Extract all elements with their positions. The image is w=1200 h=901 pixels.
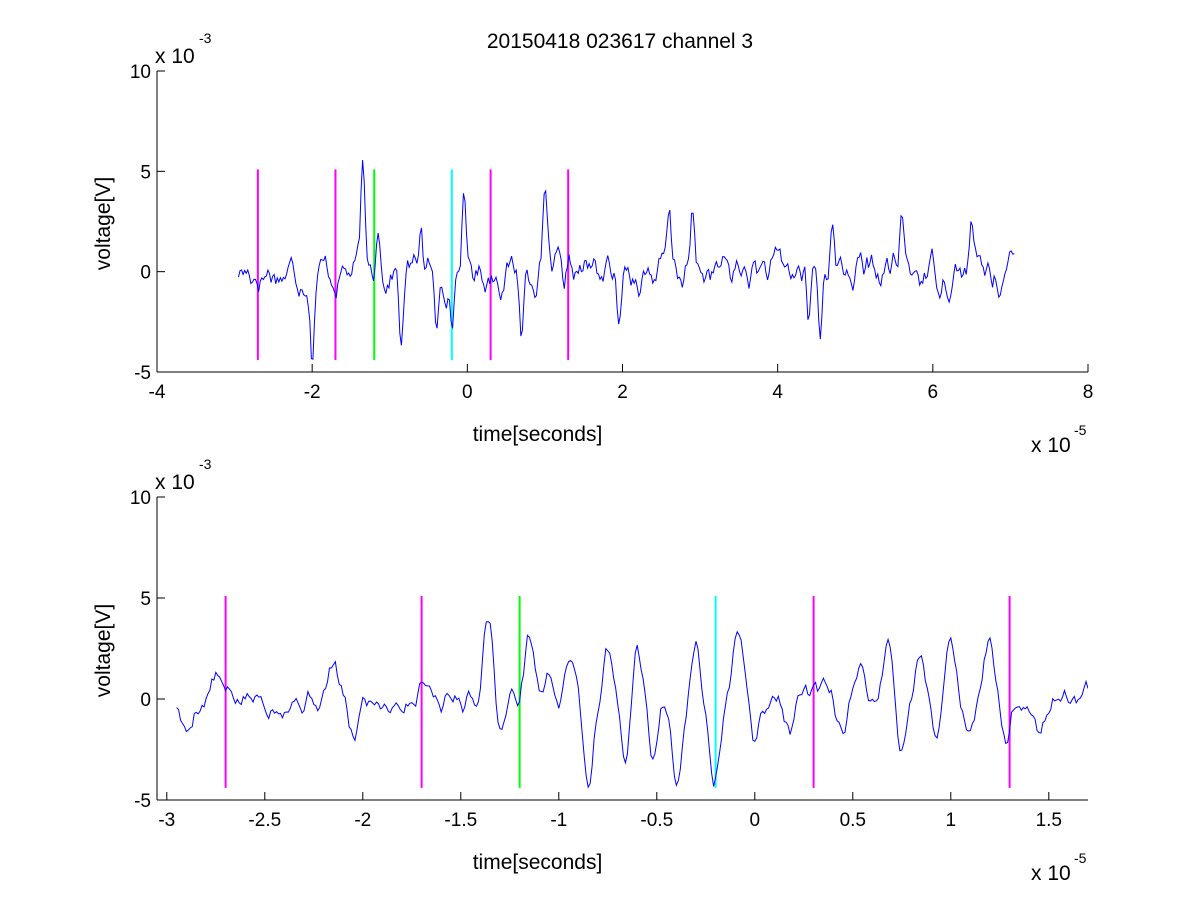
- x-tick-label: 0: [462, 382, 473, 403]
- y-axis-label: voltage[V]: [92, 604, 115, 697]
- y-tick-label: -5: [134, 791, 151, 812]
- x-tick-label: 0: [750, 810, 761, 831]
- x-tick-label: -2.5: [248, 810, 281, 831]
- y-tick-label: 5: [140, 162, 151, 183]
- y-tick-label: 0: [140, 263, 151, 284]
- y-tick-label: 10: [130, 62, 151, 83]
- y-tick-label: 10: [130, 488, 151, 509]
- x-tick-label: -2: [304, 382, 321, 403]
- x-multiplier-exponent: -5: [1074, 422, 1087, 438]
- x-tick-label: 6: [928, 382, 939, 403]
- y-tick-label: 0: [140, 690, 151, 711]
- x-tick-label: 2: [617, 382, 628, 403]
- y-multiplier-exponent: -3: [199, 30, 212, 46]
- x-tick-label: 8: [1083, 382, 1094, 403]
- x-tick-label: -3: [158, 810, 175, 831]
- voltage-series-line: [237, 159, 1015, 360]
- x-tick-label: 4: [772, 382, 783, 403]
- y-multiplier-base: x 10: [155, 471, 195, 494]
- figure-title: 20150418 023617 channel 3: [487, 30, 753, 53]
- y-tick-label: 5: [140, 589, 151, 610]
- x-tick-label: -0.5: [640, 810, 673, 831]
- x-tick-label: 1: [946, 810, 957, 831]
- y-multiplier-base: x 10: [155, 45, 195, 68]
- x-tick-label: 1.5: [1036, 810, 1062, 831]
- x-axis-label: time[seconds]: [473, 851, 603, 874]
- voltage-series-line: [176, 621, 1088, 789]
- x-tick-label: 0.5: [840, 810, 866, 831]
- y-tick-label: -5: [134, 363, 151, 384]
- x-tick-label: -1.5: [444, 810, 477, 831]
- x-multiplier-base: x 10: [1031, 434, 1071, 457]
- x-tick-label: -4: [149, 382, 166, 403]
- bottom-axes: -3 -2.5 -2 -1.5 -1 -0.5 0 0.5 1 1.5 -5 0 5 10 time[sec…: [92, 456, 1088, 885]
- y-multiplier-exponent: -3: [199, 456, 212, 472]
- x-tick-label: -1: [550, 810, 567, 831]
- x-multiplier-exponent: -5: [1074, 850, 1087, 866]
- x-axis-label: time[seconds]: [473, 423, 603, 446]
- x-tick-label: -2: [354, 810, 371, 831]
- top-axes: -4 -2 0 2 4 6 8 -5 0 5 10 time[seconds] voltage[V] x …: [92, 30, 1093, 457]
- y-axis-label: voltage[V]: [92, 177, 115, 270]
- x-multiplier-base: x 10: [1031, 862, 1071, 885]
